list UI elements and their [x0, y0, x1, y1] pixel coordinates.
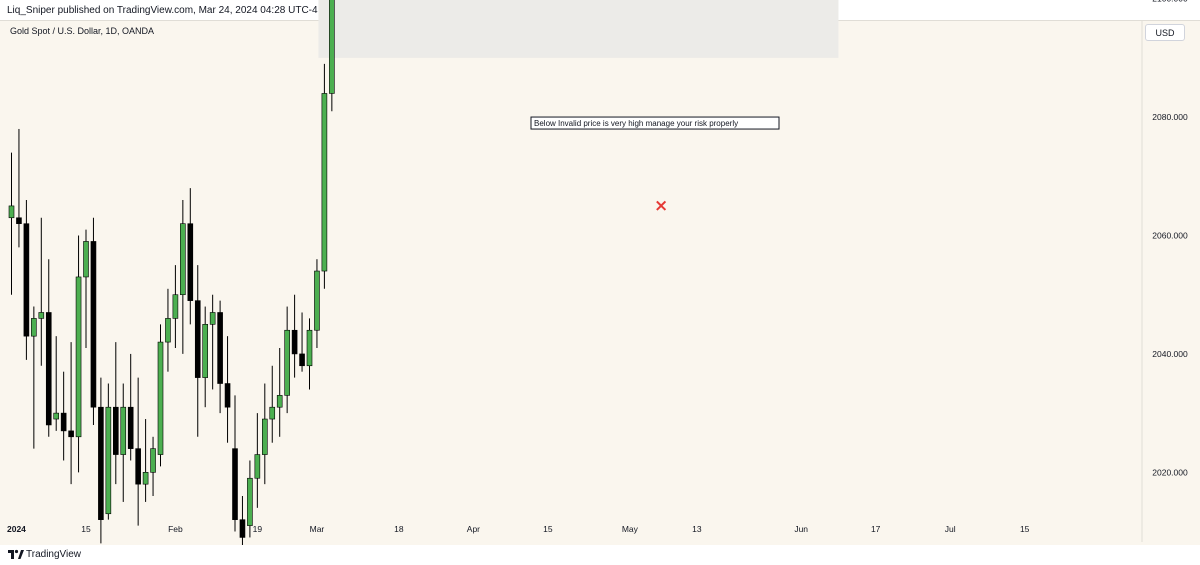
tradingview-logo-icon[interactable]: [8, 548, 24, 560]
x-tick-label: 15: [81, 524, 91, 534]
candle-body: [314, 270, 320, 331]
candle-body: [202, 324, 208, 378]
currency-button[interactable]: USD: [1145, 24, 1185, 41]
candle-body: [284, 329, 290, 396]
x-tick-label: 17: [871, 524, 881, 534]
symbol-title: Gold Spot / U.S. Dollar, 1D, OANDA: [10, 26, 155, 36]
candle-body: [321, 93, 328, 272]
candle-body: [31, 318, 37, 337]
candle-body: [217, 312, 223, 384]
candle-body: [180, 223, 186, 296]
candle-body: [239, 519, 246, 538]
candle-body: [291, 329, 298, 355]
x-tick-label: Feb: [168, 524, 183, 534]
y-tick-label: 2080.000: [1152, 112, 1188, 122]
candle-body: [53, 412, 60, 420]
candle-body: [224, 383, 231, 408]
x-tick-label: 19: [253, 524, 263, 534]
x-tick-label: 15: [1020, 524, 1030, 534]
candle-body: [329, 0, 335, 94]
candle-body: [120, 406, 127, 455]
candle-body: [98, 406, 104, 520]
candle-body: [142, 472, 149, 485]
x-tick-label: May: [622, 524, 639, 534]
candle-body: [150, 448, 156, 473]
x-tick-label: 2024: [7, 524, 26, 534]
brand-name[interactable]: TradingView: [26, 549, 82, 560]
candle-body: [194, 300, 201, 378]
candle-body: [68, 430, 74, 438]
x-tick-label: 15: [543, 524, 553, 534]
x-tick-label: Apr: [467, 524, 480, 534]
risk-note-box: [530, 116, 780, 130]
candle-body: [306, 329, 313, 367]
candle-body: [187, 223, 194, 301]
x-tick-label: Jul: [945, 524, 956, 534]
candle-body: [165, 318, 171, 343]
x-tick-label: 18: [394, 524, 404, 534]
candle-body: [127, 406, 134, 449]
candle-body: [113, 406, 119, 455]
candle-body: [38, 312, 45, 319]
x-tick-label: Jun: [794, 524, 808, 534]
candle-body: [83, 241, 89, 278]
candle-body: [90, 241, 97, 408]
y-tick-label: 2040.000: [1152, 349, 1188, 359]
candle-body: [269, 406, 276, 420]
candle-body: [105, 406, 112, 515]
x-tick-label: Mar: [310, 524, 325, 534]
candle-body: [23, 223, 30, 337]
y-tick-label: 2100.000: [1152, 0, 1188, 4]
footer: TradingView: [0, 545, 1200, 565]
candle-body: [135, 448, 141, 485]
candle-body: [8, 205, 15, 219]
candle-body: [299, 353, 305, 367]
x-tick-label: 13: [692, 524, 702, 534]
candle-body: [276, 395, 283, 408]
candle-body: [254, 454, 261, 479]
y-tick-label: 2060.000: [1152, 231, 1188, 241]
candle-body: [16, 217, 22, 224]
candle-body: [247, 477, 253, 526]
candle-body: [60, 412, 67, 432]
candle-body: [232, 448, 238, 520]
y-tick-label: 2020.000: [1152, 467, 1188, 477]
candle-body: [172, 294, 179, 319]
candle-body: [45, 312, 52, 426]
publish-info: Liq_Sniper published on TradingView.com,…: [7, 5, 318, 16]
fvg-zone: [318, 0, 839, 58]
candle-body: [75, 276, 82, 438]
candle-body: [209, 312, 216, 325]
candle-body: [261, 418, 268, 455]
risk-note-text: Below Invalid price is very high manage …: [534, 119, 738, 128]
candle-body: [157, 341, 164, 455]
invalid-marker-icon: ×: [654, 196, 668, 216]
